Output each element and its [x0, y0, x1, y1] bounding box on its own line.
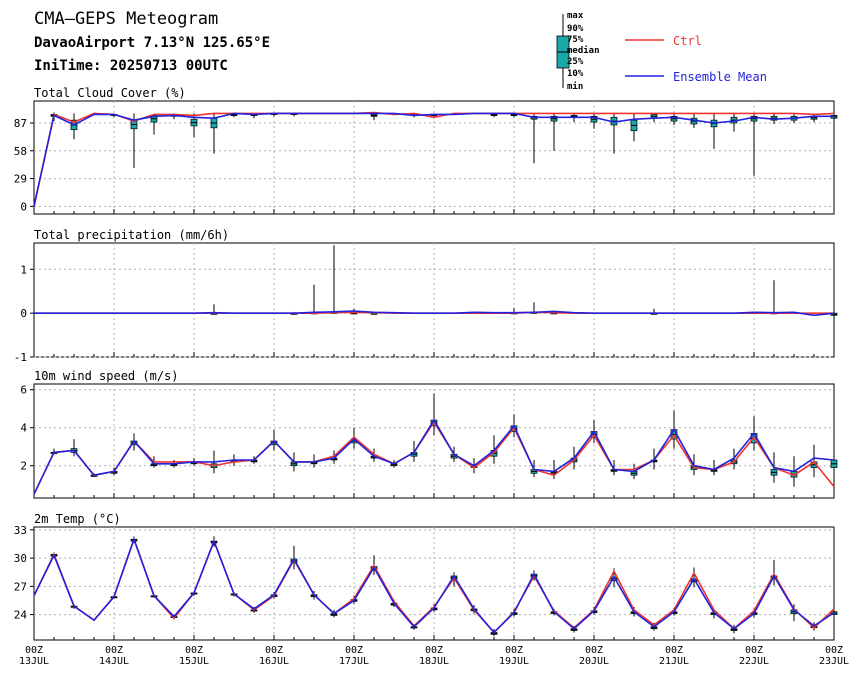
box-plot	[550, 113, 558, 151]
x-tick-hour: 00Z	[745, 645, 763, 656]
y-tick-label: 0	[20, 200, 27, 213]
panel-title: Total precipitation (mm/6h)	[34, 228, 229, 242]
x-tick-hour: 00Z	[345, 645, 363, 656]
x-tick-hour: 00Z	[265, 645, 283, 656]
legend-box-label: 90%	[567, 24, 584, 34]
x-tick-day: 16JUL	[259, 656, 289, 667]
x-tick-hour: 00Z	[105, 645, 123, 656]
box-plot	[430, 393, 438, 436]
ensemble-mean-line	[34, 310, 835, 317]
x-tick-day: 23JUL	[819, 656, 849, 667]
panel-title: 10m wind speed (m/s)	[34, 369, 179, 383]
box-plot	[610, 460, 618, 476]
panel-title: Total Cloud Cover (%)	[34, 86, 186, 100]
panel-title: 2m Temp (°C)	[34, 512, 121, 526]
y-tick-label: 4	[20, 422, 27, 435]
box-plot	[590, 113, 598, 129]
x-tick-hour: 00Z	[665, 645, 683, 656]
legend-box-label: 10%	[567, 69, 584, 79]
box-plot	[770, 280, 778, 315]
box-plot	[330, 245, 338, 314]
y-tick-label: 30	[14, 552, 27, 565]
x-tick-day: 20JUL	[579, 656, 609, 667]
x-tick-day: 14JUL	[99, 656, 129, 667]
legend-box-label: max	[567, 11, 584, 21]
x-axis: 00Z13JUL00Z14JUL00Z15JUL00Z16JUL00Z17JUL…	[19, 645, 849, 667]
box-plot	[830, 607, 838, 618]
panel-2: 10m wind speed (m/s) 2 4 6	[20, 369, 838, 499]
x-tick-hour: 00Z	[825, 645, 843, 656]
x-tick-hour: 00Z	[425, 645, 443, 656]
ensemble-mean-line	[33, 418, 835, 495]
panel-0: Total Cloud Cover (%) 0 29 58 87	[14, 86, 838, 215]
panel-1: Total precipitation (mm/6h) -1 0 1	[14, 228, 838, 364]
y-tick-label: 2	[20, 460, 27, 473]
panel-3: 2m Temp (°C) 24 27 30 33	[14, 512, 838, 641]
box-plot	[670, 113, 678, 125]
ctrl-line	[33, 111, 835, 207]
box-plot	[70, 113, 78, 140]
box-plot	[750, 113, 758, 176]
x-tick-day: 21JUL	[659, 656, 689, 667]
y-tick-label: 27	[14, 580, 27, 593]
x-tick-hour: 00Z	[25, 645, 43, 656]
panels: Total Cloud Cover (%) 0 29 58 87 Total precip…	[14, 86, 838, 641]
x-tick-hour: 00Z	[585, 645, 603, 656]
station-label: DavaoAirport 7.13°N 125.65°E	[34, 35, 270, 51]
y-tick-label: 1	[20, 263, 27, 276]
box-plot	[630, 113, 638, 142]
y-tick-label: -1	[14, 351, 27, 364]
x-tick-day: 15JUL	[179, 656, 209, 667]
x-tick-hour: 00Z	[505, 645, 523, 656]
box-plot	[830, 312, 838, 349]
x-tick-day: 13JUL	[19, 656, 49, 667]
legend-box-label: 25%	[567, 57, 584, 67]
chart-title: CMA—GEPS Meteogram	[34, 9, 218, 29]
box-plot	[730, 113, 738, 132]
ensemble-mean-line	[33, 112, 834, 207]
box-plot	[310, 454, 318, 468]
box-plot	[210, 113, 218, 154]
legend-line-label: Ensemble Mean	[673, 70, 767, 84]
box-plot	[830, 442, 838, 485]
y-tick-label: 58	[14, 145, 27, 158]
x-tick-day: 19JUL	[499, 656, 529, 667]
x-tick-day: 18JUL	[419, 656, 449, 667]
legend-box-label: median	[567, 45, 600, 56]
box-plot	[830, 113, 838, 123]
x-tick-day: 22JUL	[739, 656, 769, 667]
y-tick-label: 0	[20, 307, 27, 320]
y-tick-label: 87	[14, 117, 27, 130]
box-plot	[310, 284, 318, 315]
x-tick-hour: 00Z	[185, 645, 203, 656]
legend-box-label: 75%	[567, 35, 584, 45]
y-tick-label: 6	[20, 384, 27, 397]
y-tick-label: 33	[14, 524, 27, 537]
legend-box-label: min	[567, 81, 583, 92]
legend-line-label: Ctrl	[673, 34, 702, 48]
box-plot	[610, 113, 618, 154]
ensemble-mean-line	[33, 536, 835, 634]
box-plot	[530, 113, 538, 164]
init-time-label: IniTime: 20250713 00UTC	[34, 58, 228, 74]
box-plot	[710, 113, 718, 149]
y-tick-label: 24	[14, 609, 28, 622]
ctrl-line	[33, 420, 835, 495]
y-tick-label: 29	[14, 173, 27, 186]
x-tick-day: 17JUL	[339, 656, 369, 667]
